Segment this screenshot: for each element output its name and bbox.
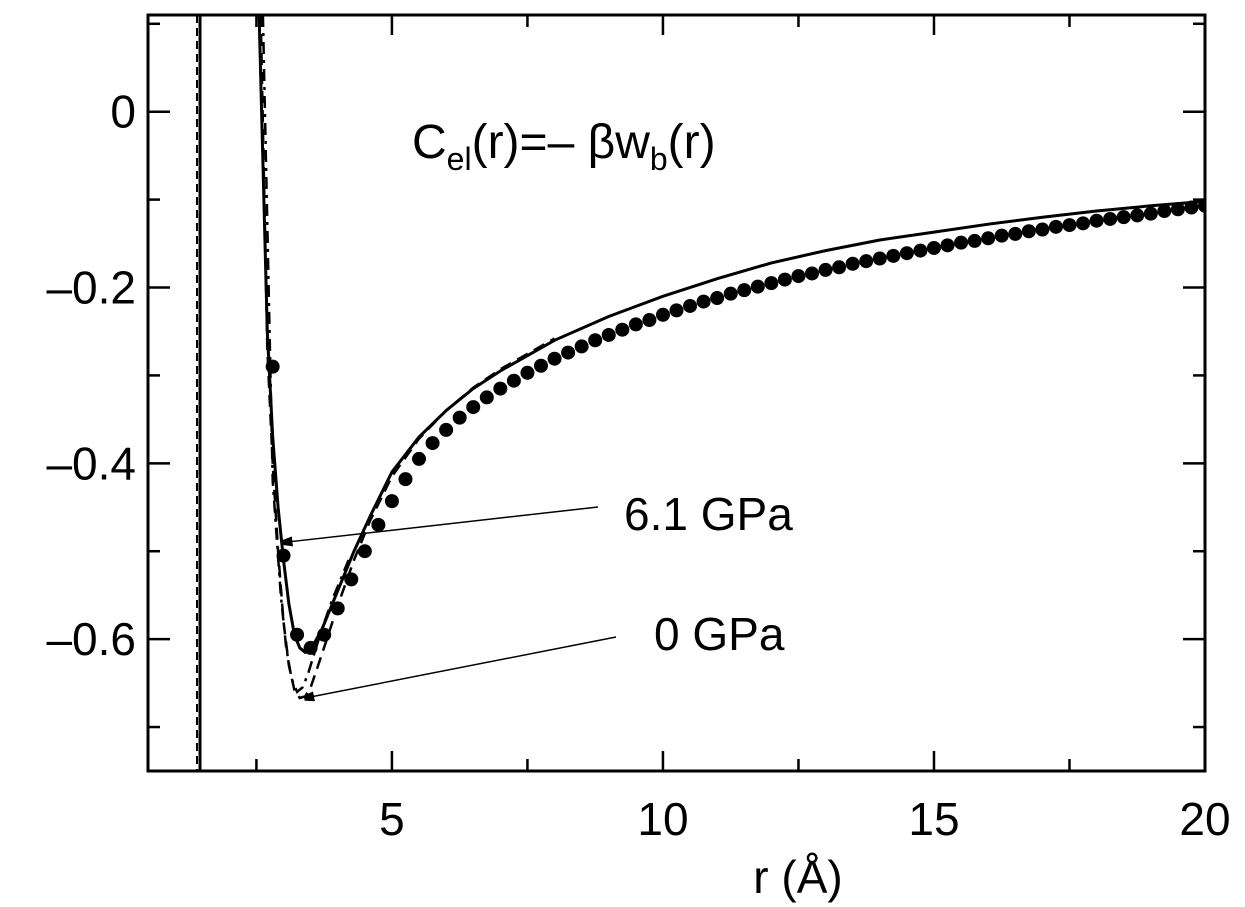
data-point: [994, 228, 1009, 243]
data-point: [276, 548, 291, 563]
annotation-arrow: [284, 506, 599, 542]
data-point: [466, 400, 481, 415]
y-tick-label: –0.2: [46, 262, 136, 314]
data-point: [520, 365, 535, 380]
data-point: [615, 322, 630, 337]
plot-frame: [146, 13, 1207, 773]
data-point: [303, 640, 318, 655]
x-tick-label: 20: [1179, 793, 1230, 845]
x-tick-label: 5: [379, 793, 405, 845]
data-point: [859, 254, 874, 269]
data-point: [1089, 213, 1104, 228]
data-point: [357, 544, 372, 559]
data-point: [330, 601, 345, 616]
data-point: [533, 358, 548, 373]
data-point: [913, 243, 928, 258]
data-point: [669, 303, 684, 318]
data-point: [588, 333, 603, 348]
formula-sub-el: el: [447, 141, 472, 177]
data-point: [1143, 206, 1158, 221]
data-point: [899, 246, 914, 261]
data-point: [723, 286, 738, 301]
data-point: [574, 339, 589, 354]
data-point: [886, 248, 901, 263]
data-point: [655, 307, 670, 322]
data-point: [750, 279, 765, 294]
data-point: [1157, 204, 1172, 219]
data-point: [940, 238, 955, 253]
data-point: [317, 627, 332, 642]
series-layer: [257, 15, 1205, 700]
data-point: [1198, 198, 1205, 213]
x-tick-label: 15: [908, 793, 959, 845]
formula-sub-b: b: [650, 141, 668, 177]
data-point: [601, 327, 616, 342]
data-point: [818, 262, 833, 277]
data-point: [384, 494, 399, 509]
data-point: [1103, 211, 1118, 226]
data-point: [967, 233, 982, 248]
data-point: [1008, 226, 1023, 241]
data-point: [1076, 216, 1091, 231]
ticks-layer: [148, 15, 1207, 771]
series-line-dash-dot: [261, 15, 350, 694]
formula-end: (r): [668, 116, 716, 169]
data-point: [628, 317, 643, 332]
data-point: [1035, 222, 1050, 237]
data-point: [439, 422, 454, 437]
data-point: [547, 351, 562, 366]
data-point: [696, 294, 711, 309]
arrow-layer: 6.1 GPa 0 GPa: [284, 488, 793, 698]
series-line-solid: [257, 15, 1205, 655]
data-point: [1170, 202, 1185, 217]
y-tick-label: 0: [110, 86, 136, 138]
data-point: [737, 283, 752, 298]
data-point: [683, 298, 698, 313]
data-point: [710, 291, 725, 306]
formula-annotation: Cel(r)=– βwb(r): [412, 116, 716, 177]
data-point: [764, 276, 779, 291]
data-point: [1062, 218, 1077, 233]
y-tick-label: –0.6: [46, 613, 136, 665]
data-point: [265, 359, 280, 374]
data-point: [845, 256, 860, 271]
data-point: [506, 373, 521, 388]
data-point: [561, 345, 576, 360]
data-point: [398, 472, 413, 487]
data-point: [926, 240, 941, 255]
data-point: [1116, 210, 1131, 225]
data-point: [344, 572, 359, 587]
formula-c: C: [412, 116, 447, 169]
data-point: [452, 410, 467, 425]
data-point: [1048, 219, 1063, 234]
x-axis-label: r (Å): [753, 851, 842, 903]
x-tick-label: 10: [637, 793, 688, 845]
formula-mid: (r)=– βw: [472, 116, 651, 169]
data-point: [1184, 200, 1199, 215]
data-point: [493, 381, 508, 396]
data-point: [425, 436, 440, 451]
data-point: [777, 272, 792, 287]
data-point: [872, 251, 887, 266]
data-point: [832, 260, 847, 275]
data-point: [1021, 224, 1036, 239]
annotation-label: 6.1 GPa: [624, 488, 793, 540]
annotation-arrow: [305, 636, 617, 698]
data-point: [642, 313, 657, 328]
data-point: [805, 266, 820, 281]
marker-layer: [265, 198, 1205, 655]
data-point: [290, 627, 305, 642]
data-point: [791, 269, 806, 284]
annotation-label: 0 GPa: [654, 608, 785, 660]
data-point: [412, 451, 427, 466]
data-point: [981, 231, 996, 246]
data-point: [479, 390, 494, 405]
data-point: [1130, 208, 1145, 223]
data-point: [954, 235, 969, 250]
tick-labels-layer: 5 10 15 20 0 –0.2 –0.4 –0.6: [46, 86, 1230, 845]
data-point: [371, 517, 386, 532]
y-tick-label: –0.4: [46, 437, 136, 489]
